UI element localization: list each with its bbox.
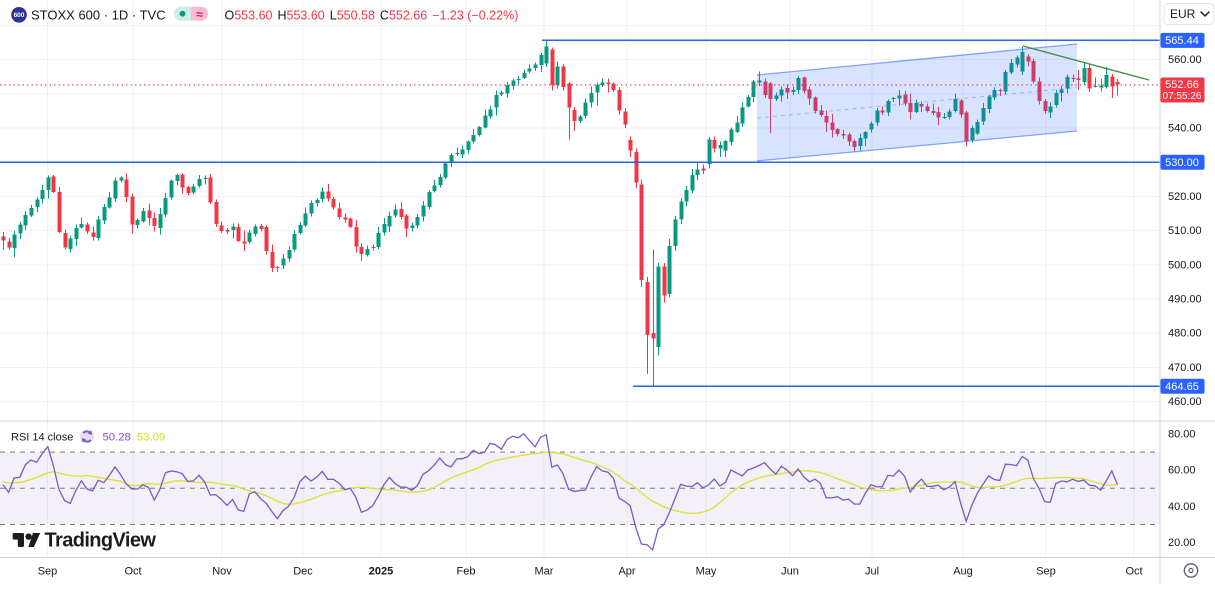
- svg-text:≈: ≈: [196, 7, 203, 21]
- svg-text:Aug: Aug: [953, 566, 973, 578]
- svg-text:RSI 14 close: RSI 14 close: [11, 432, 73, 444]
- svg-text:600: 600: [14, 12, 25, 19]
- svg-text:552.66: 552.66: [1165, 79, 1199, 91]
- svg-text:Oct: Oct: [1125, 566, 1142, 578]
- svg-text:80.00: 80.00: [1168, 429, 1196, 441]
- svg-text:Apr: Apr: [618, 566, 635, 578]
- svg-text:460.00: 460.00: [1168, 396, 1202, 408]
- svg-text:May: May: [696, 566, 717, 578]
- svg-text:Jul: Jul: [865, 566, 879, 578]
- svg-text:480.00: 480.00: [1168, 328, 1202, 340]
- svg-text:520.00: 520.00: [1168, 191, 1202, 203]
- svg-text:60.00: 60.00: [1168, 465, 1196, 477]
- svg-text:EUR: EUR: [1170, 7, 1196, 21]
- svg-text:TradingView: TradingView: [45, 530, 157, 552]
- svg-text:490.00: 490.00: [1168, 294, 1202, 306]
- svg-text:510.00: 510.00: [1168, 225, 1202, 237]
- svg-text:53.09: 53.09: [137, 432, 165, 444]
- svg-text:Sep: Sep: [38, 566, 58, 578]
- svg-text:20.00: 20.00: [1168, 537, 1196, 549]
- svg-text:40.00: 40.00: [1168, 501, 1196, 513]
- svg-text:Mar: Mar: [535, 566, 554, 578]
- svg-text:560.00: 560.00: [1168, 54, 1202, 66]
- svg-text:470.00: 470.00: [1168, 362, 1202, 374]
- svg-text:Oct: Oct: [124, 566, 141, 578]
- svg-text:2025: 2025: [369, 566, 393, 578]
- svg-text:Feb: Feb: [457, 566, 476, 578]
- svg-text:07:55:26: 07:55:26: [1163, 91, 1202, 102]
- svg-text:540.00: 540.00: [1168, 123, 1202, 135]
- svg-text:Nov: Nov: [212, 566, 232, 578]
- svg-text:565.44: 565.44: [1165, 35, 1199, 47]
- svg-text:STOXX 600 · 1D · TVC: STOXX 600 · 1D · TVC: [31, 7, 166, 22]
- svg-text:Sep: Sep: [1036, 566, 1056, 578]
- svg-text:50.28: 50.28: [103, 432, 131, 444]
- svg-text:Dec: Dec: [293, 566, 313, 578]
- svg-text:530.00: 530.00: [1165, 157, 1199, 169]
- svg-text:Jun: Jun: [781, 566, 799, 578]
- svg-text:464.65: 464.65: [1165, 381, 1199, 393]
- svg-text:500.00: 500.00: [1168, 259, 1202, 271]
